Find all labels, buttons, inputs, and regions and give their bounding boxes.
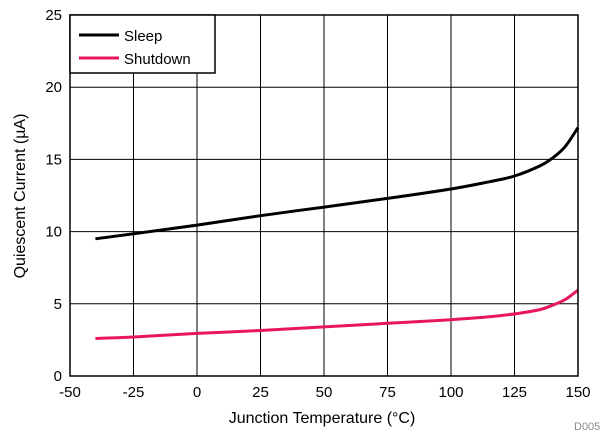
y-tick-label: 0 [54, 368, 62, 385]
legend-box [69, 14, 216, 74]
legend: Sleep Shutdown [69, 14, 216, 74]
y-tick-label: 5 [54, 296, 62, 313]
y-tick-label: 20 [45, 79, 62, 96]
x-tick-label: 100 [438, 384, 463, 401]
y-tick-label: 10 [45, 224, 62, 241]
plot-frame [69, 14, 579, 377]
series-line-shutdown [95, 288, 579, 340]
y-axis-title: Quiescent Current (µA) [12, 114, 29, 279]
x-tick-label: -50 [59, 384, 81, 401]
figure-code: D005 [574, 421, 600, 433]
x-tick-label: 50 [316, 384, 333, 401]
x-tick-label: 150 [565, 384, 590, 401]
x-axis-title: Junction Temperature (°C) [229, 410, 416, 427]
x-tick-label: 25 [252, 384, 269, 401]
x-tick-label: -25 [123, 384, 145, 401]
y-tick-label: 25 [45, 7, 62, 24]
x-tick-label: 0 [193, 384, 201, 401]
legend-label-sleep: Sleep [124, 28, 162, 45]
legend-label-shutdown: Shutdown [124, 51, 191, 68]
series-layer [95, 126, 580, 340]
x-tick-label: 75 [379, 384, 396, 401]
x-tick-label: 125 [502, 384, 527, 401]
y-tick-label: 15 [45, 151, 62, 168]
series-line-sleep [95, 126, 580, 241]
tick-labels: -50 -25 0 25 50 75 100 125 150 0 5 10 15 20 25 [45, 7, 590, 401]
